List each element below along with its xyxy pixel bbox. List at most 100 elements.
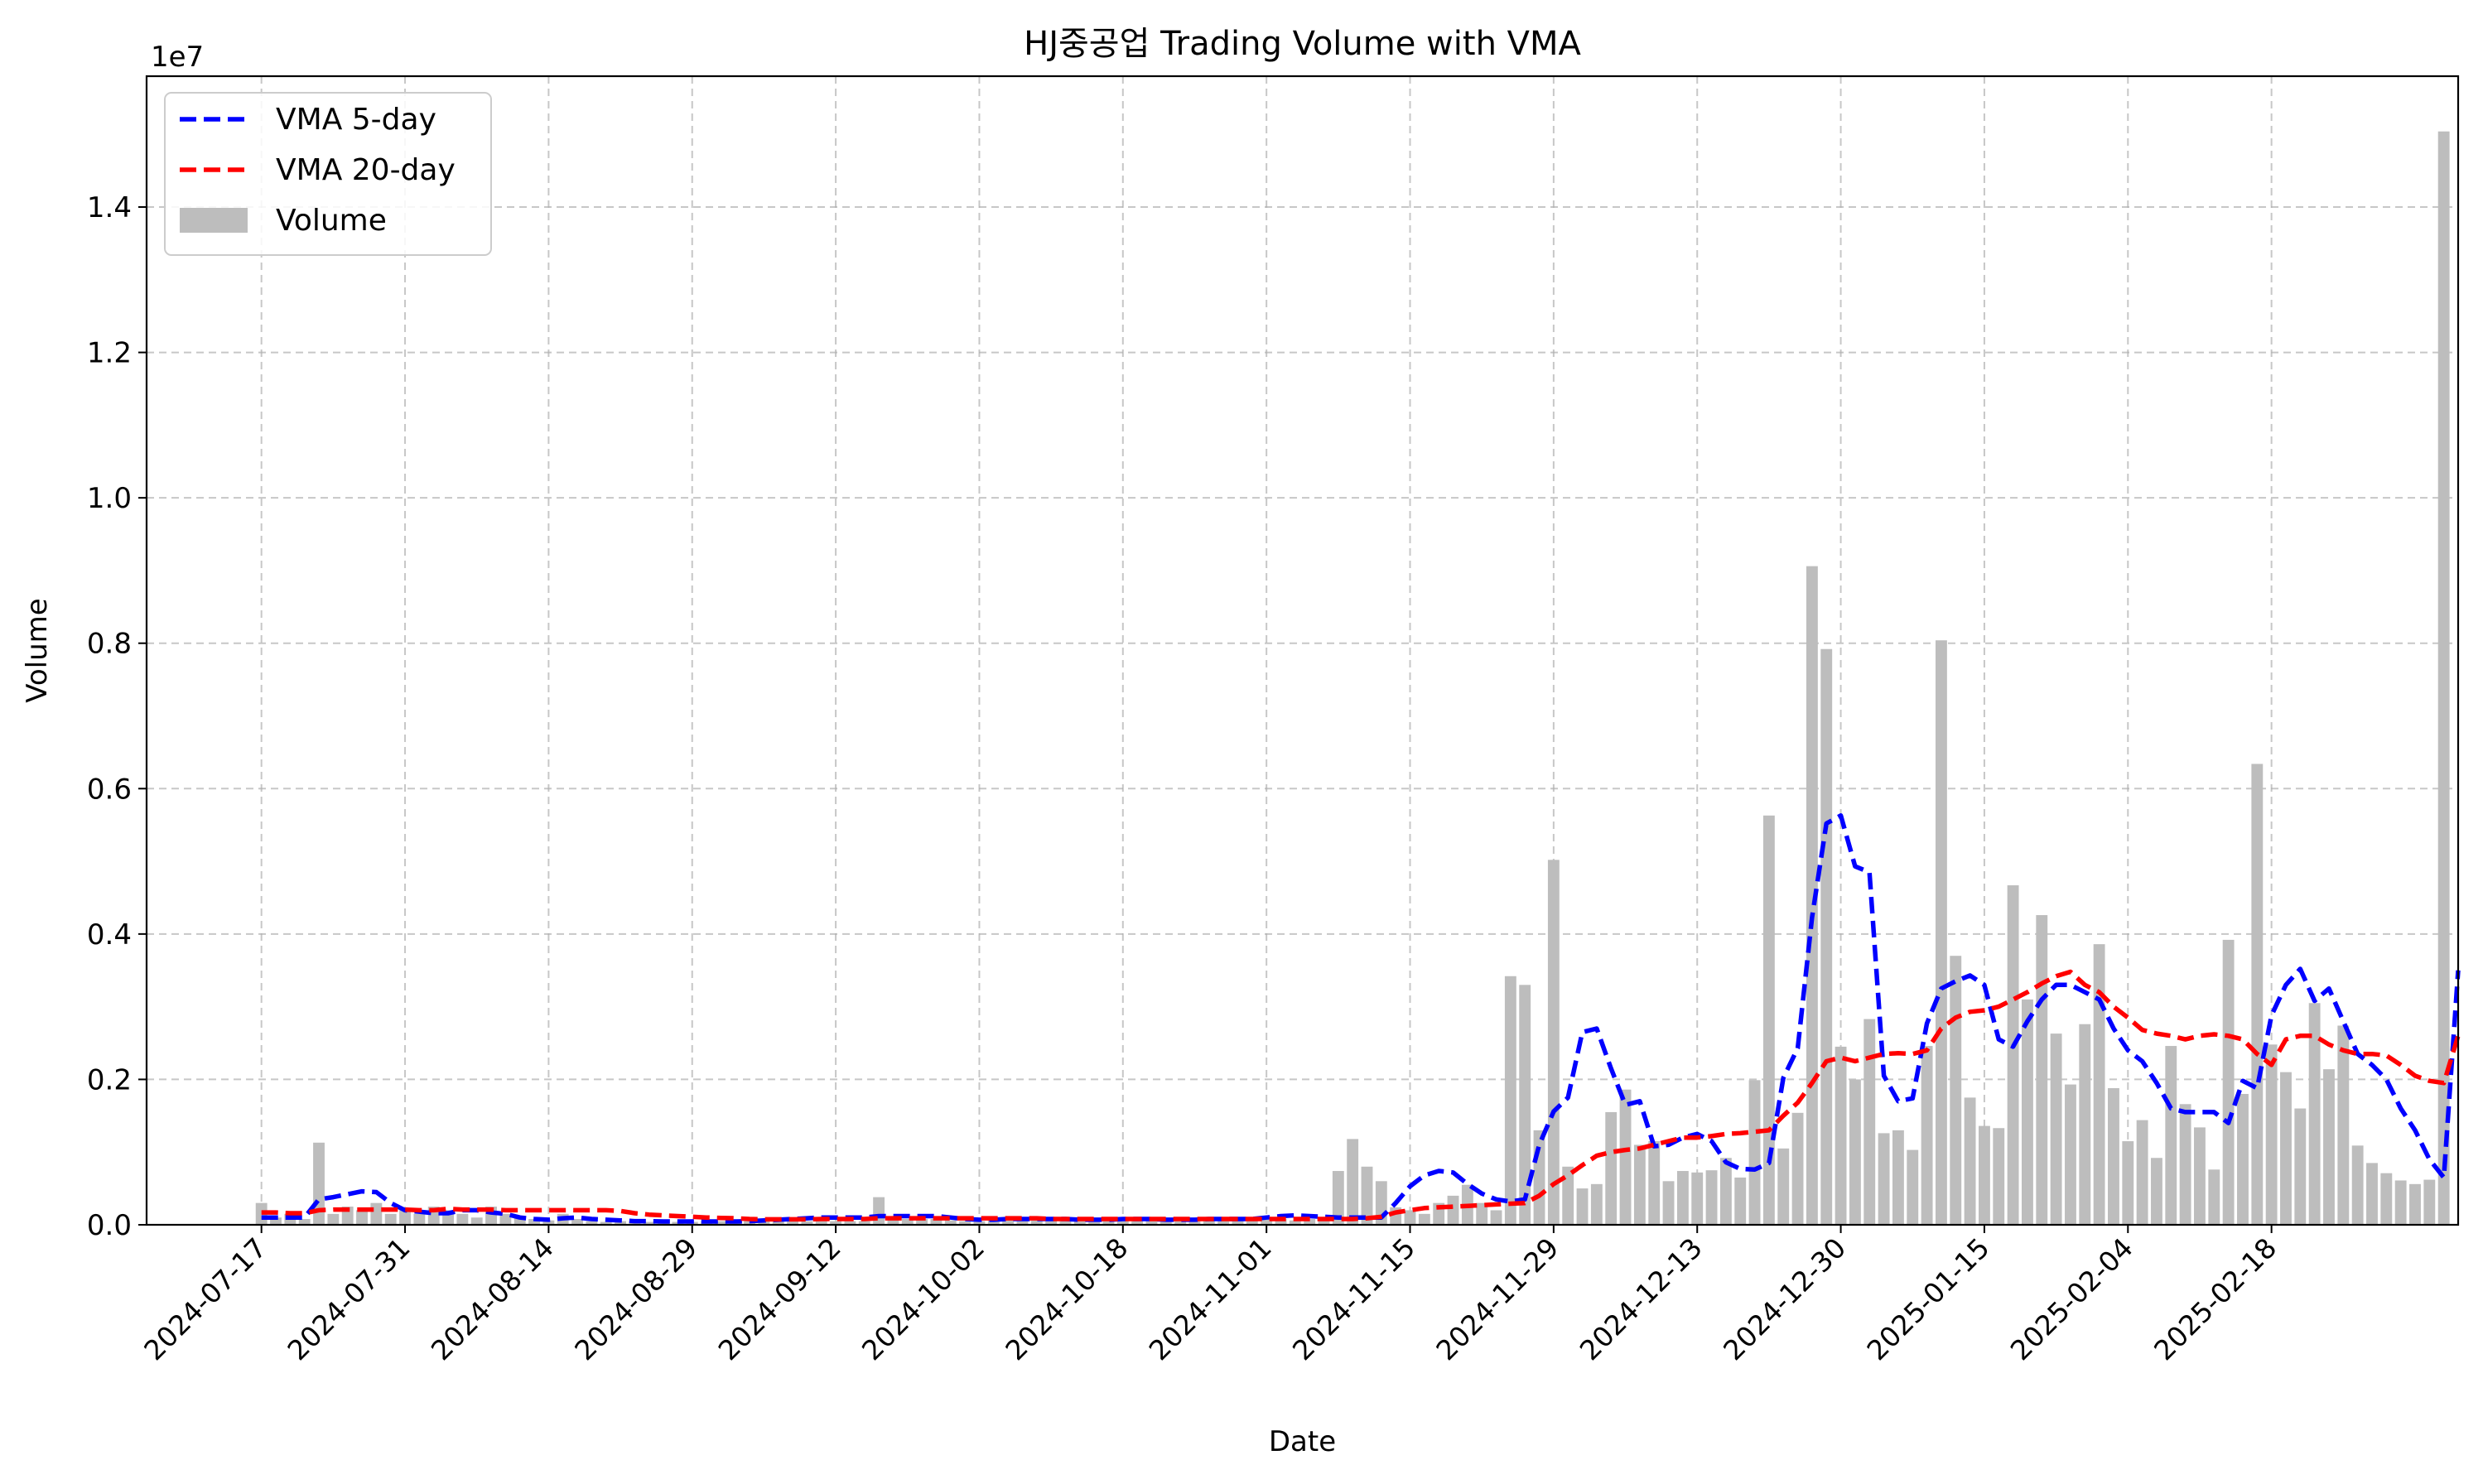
volume-bar bbox=[2294, 1108, 2307, 1225]
volume-bar bbox=[1404, 1210, 1416, 1225]
x-axis: 2024-07-17 2024-07-31 2024-08-14 2024-08-29… bbox=[137, 1225, 2283, 1366]
volume-bar bbox=[2007, 885, 2019, 1225]
volume-bar bbox=[586, 1221, 598, 1225]
y-scale-label: 1e7 bbox=[151, 41, 204, 74]
volume-bar bbox=[887, 1217, 899, 1225]
volume-bar bbox=[1676, 1171, 1689, 1225]
x-tick-label: 2024-10-02 bbox=[856, 1231, 991, 1366]
volume-bar bbox=[1361, 1166, 1373, 1225]
y-tick-label: 1.0 bbox=[87, 482, 132, 515]
volume-bar bbox=[1820, 648, 1833, 1225]
volume-bar bbox=[1863, 1019, 1876, 1225]
y-tick-label: 1.2 bbox=[87, 337, 132, 370]
volume-bar bbox=[1562, 1166, 1574, 1225]
volume-bar bbox=[1762, 815, 1775, 1225]
volume-bar bbox=[1619, 1089, 1632, 1225]
volume-bar bbox=[2065, 1084, 2076, 1225]
volume-bar bbox=[270, 1217, 282, 1225]
x-tick-label: 2024-11-29 bbox=[1430, 1231, 1565, 1366]
volume-bar bbox=[1907, 1149, 1919, 1225]
volume-bar bbox=[571, 1218, 583, 1225]
volume-bar bbox=[2409, 1183, 2421, 1225]
volume-bar bbox=[1045, 1220, 1058, 1225]
volume-bar bbox=[1174, 1218, 1187, 1225]
volume-bar bbox=[2151, 1158, 2162, 1225]
volume-bar bbox=[2208, 1169, 2220, 1225]
volume-bar bbox=[801, 1221, 813, 1225]
volume-bar bbox=[1059, 1220, 1072, 1225]
legend: VMA 5-day VMA 20-day Volume bbox=[164, 92, 492, 256]
volume-bar bbox=[1304, 1218, 1316, 1225]
volume-bar bbox=[1533, 1130, 1545, 1225]
volume-bar bbox=[600, 1221, 612, 1225]
volume-bar bbox=[2380, 1173, 2393, 1225]
x-axis-label: Date bbox=[1269, 1425, 1336, 1458]
volume-bar bbox=[2323, 1069, 2335, 1225]
volume-bar bbox=[944, 1220, 957, 1225]
volume-bar bbox=[1418, 1213, 1430, 1225]
volume-bar bbox=[1246, 1219, 1258, 1225]
volume-bar bbox=[2280, 1072, 2292, 1225]
volume-bar bbox=[1289, 1220, 1301, 1225]
volume-bar bbox=[1547, 860, 1560, 1225]
volume-bar bbox=[2437, 131, 2450, 1226]
volume-bar bbox=[715, 1221, 727, 1225]
volume-bar bbox=[1777, 1148, 1790, 1225]
volume-bar bbox=[2337, 1025, 2350, 1225]
volume-bar bbox=[1878, 1133, 1890, 1225]
x-tick-label: 2024-08-29 bbox=[568, 1231, 703, 1366]
volume-bar bbox=[399, 1210, 411, 1225]
volume-bar bbox=[513, 1217, 526, 1225]
volume-bar bbox=[1791, 1112, 1804, 1225]
volume-bar bbox=[2036, 915, 2048, 1225]
x-tick-label: 2024-07-31 bbox=[282, 1231, 417, 1366]
volume-bar bbox=[959, 1221, 972, 1225]
volume-bar bbox=[1332, 1171, 1344, 1225]
x-tick-label: 2024-11-01 bbox=[1143, 1231, 1278, 1366]
vma-lines bbox=[261, 813, 2461, 1224]
volume-bar bbox=[1504, 976, 1516, 1225]
volume-bar bbox=[973, 1221, 986, 1225]
volume-bar bbox=[356, 1210, 368, 1225]
volume-bar bbox=[1275, 1218, 1287, 1225]
x-tick-label: 2024-12-13 bbox=[1574, 1231, 1709, 1366]
volume-bar bbox=[470, 1217, 483, 1225]
x-tick-label: 2024-11-15 bbox=[1286, 1231, 1421, 1366]
volume-bar bbox=[1806, 566, 1818, 1225]
volume-bar bbox=[1447, 1195, 1459, 1225]
volume-bar bbox=[2251, 764, 2264, 1225]
legend-label: VMA 5-day bbox=[276, 103, 436, 137]
x-tick-label: 2024-08-14 bbox=[425, 1231, 560, 1366]
x-tick-label: 2024-12-30 bbox=[1717, 1231, 1852, 1366]
volume-bar bbox=[1935, 640, 1947, 1225]
chart-title: HJ중공업 Trading Volume with VMA bbox=[1024, 25, 1581, 63]
volume-bar bbox=[615, 1221, 627, 1225]
volume-bar bbox=[2022, 999, 2033, 1225]
volume-bar bbox=[2265, 1044, 2278, 1225]
legend-swatch-volume bbox=[180, 208, 248, 233]
volume-bar bbox=[643, 1221, 655, 1225]
volume-bar bbox=[1576, 1188, 1589, 1225]
volume-bar bbox=[1705, 1170, 1718, 1225]
volume-bar bbox=[1203, 1218, 1215, 1225]
legend-label: VMA 20-day bbox=[276, 153, 456, 187]
grid-layer bbox=[147, 76, 2458, 1225]
volume-bar bbox=[1691, 1172, 1704, 1225]
y-axis: 0.0 0.2 0.4 0.6 0.8 1.0 1.2 1.4 bbox=[87, 191, 147, 1242]
volume-bar bbox=[528, 1218, 540, 1225]
volume-bar bbox=[1261, 1218, 1273, 1225]
volume-bar bbox=[916, 1218, 928, 1225]
volume-bar bbox=[298, 1218, 311, 1225]
volume-bar bbox=[1590, 1183, 1603, 1225]
volume-bar bbox=[1849, 1079, 1861, 1225]
volume-bar bbox=[1993, 1128, 2005, 1225]
volume-bar bbox=[2122, 1141, 2134, 1225]
volume-bar bbox=[2394, 1180, 2407, 1225]
vma-20-day-line bbox=[261, 969, 2461, 1222]
volume-bar bbox=[2423, 1179, 2436, 1225]
volume-bar bbox=[1633, 1144, 1646, 1225]
y-tick-label: 0.2 bbox=[87, 1063, 132, 1096]
volume-bar bbox=[2194, 1127, 2206, 1225]
volume-bar bbox=[1921, 1046, 1933, 1225]
